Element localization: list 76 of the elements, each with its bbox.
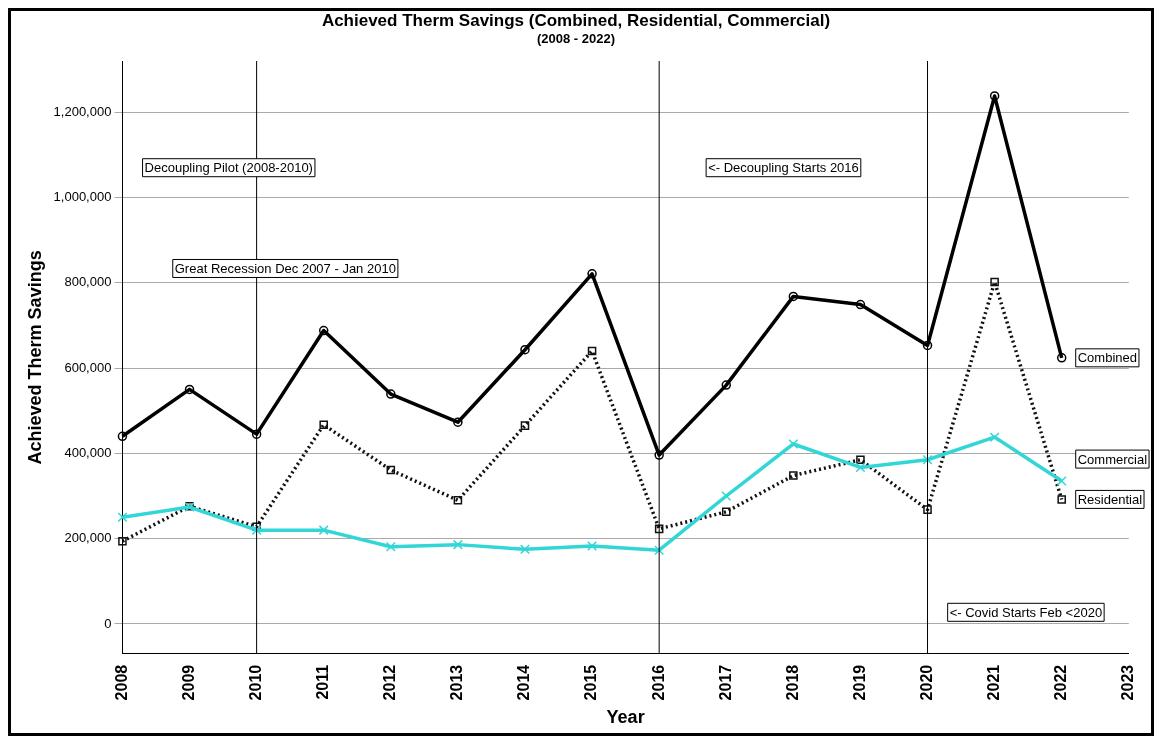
x-tick-label: 2018 — [783, 664, 801, 701]
x-tick-label: 2014 — [515, 664, 533, 701]
x-tick-label: 2022 — [1052, 664, 1070, 701]
point — [385, 541, 396, 552]
point — [855, 299, 866, 310]
point — [319, 420, 328, 430]
point — [318, 525, 329, 536]
point — [520, 421, 530, 430]
point — [386, 465, 396, 475]
point — [453, 417, 463, 427]
point — [721, 507, 731, 517]
point — [386, 389, 396, 399]
y-axis-title: Achieved Therm Savings — [24, 250, 45, 465]
point — [587, 269, 597, 279]
point — [654, 524, 664, 534]
point — [519, 544, 530, 555]
x-tick-label: 2011 — [314, 664, 332, 700]
y-tick-label: 200,000 — [64, 530, 112, 546]
point — [117, 431, 128, 442]
point — [788, 291, 799, 302]
annotation: Decoupling Pilot (2008-2010) — [144, 160, 313, 176]
point — [118, 536, 127, 546]
point — [788, 438, 799, 449]
y-tick-label: 800,000 — [64, 274, 112, 290]
point — [318, 325, 329, 336]
x-tick-label: 2015 — [582, 664, 600, 701]
point — [789, 471, 798, 480]
point — [1056, 476, 1067, 487]
chart-title: Achieved Therm Savings (Combined, Residential, Commercial) — [321, 10, 831, 30]
series-label: Commercial — [1077, 451, 1148, 467]
y-tick-label: 0 — [104, 615, 112, 631]
point — [989, 432, 1000, 443]
point — [922, 340, 933, 351]
y-tick-label: 400,000 — [64, 444, 112, 460]
point — [587, 540, 598, 551]
point — [1056, 353, 1067, 363]
point — [587, 346, 597, 356]
series-label: Residential — [1077, 492, 1143, 507]
point — [251, 429, 262, 439]
point — [923, 505, 932, 514]
x-axis-title: Year — [606, 707, 645, 728]
annotation: <- Covid Starts Feb <2020 — [949, 604, 1103, 620]
x-tick-label: 2017 — [716, 664, 734, 701]
point — [453, 495, 463, 505]
x-tick-label: 2010 — [247, 664, 265, 701]
point — [654, 545, 665, 556]
y-tick-label: 1,000,000 — [53, 189, 112, 205]
annotation: <- Decoupling Starts 2016 — [708, 160, 859, 176]
chart-subtitle: (2008 - 2022) — [536, 30, 616, 46]
x-tick-label: 2021 — [985, 664, 1003, 701]
x-tick-label: 2020 — [917, 664, 935, 701]
point — [520, 344, 530, 355]
series-label: Combined — [1077, 350, 1137, 366]
x-tick-label: 2012 — [381, 664, 399, 701]
point — [856, 455, 865, 465]
point — [721, 380, 731, 390]
point — [990, 277, 999, 287]
point — [1057, 495, 1066, 504]
y-tick-label: 1,200,000 — [53, 103, 112, 119]
x-tick-label: 2019 — [850, 664, 868, 701]
y-tick-label: 600,000 — [64, 359, 112, 375]
point — [855, 462, 866, 473]
point — [989, 91, 1000, 101]
x-tick-label: 2023 — [1119, 664, 1137, 701]
point — [117, 512, 128, 523]
point — [721, 491, 732, 501]
point — [251, 525, 262, 536]
annotation: Great Recession Dec 2007 - Jan 2010 — [174, 261, 396, 277]
x-tick-label: 2013 — [448, 664, 466, 701]
point — [184, 384, 195, 395]
point — [922, 454, 933, 465]
point — [654, 450, 664, 460]
x-tick-label: 2009 — [179, 664, 197, 701]
point — [452, 539, 463, 550]
x-tick-label: 2016 — [649, 664, 667, 701]
x-tick-label: 2008 — [112, 664, 130, 701]
